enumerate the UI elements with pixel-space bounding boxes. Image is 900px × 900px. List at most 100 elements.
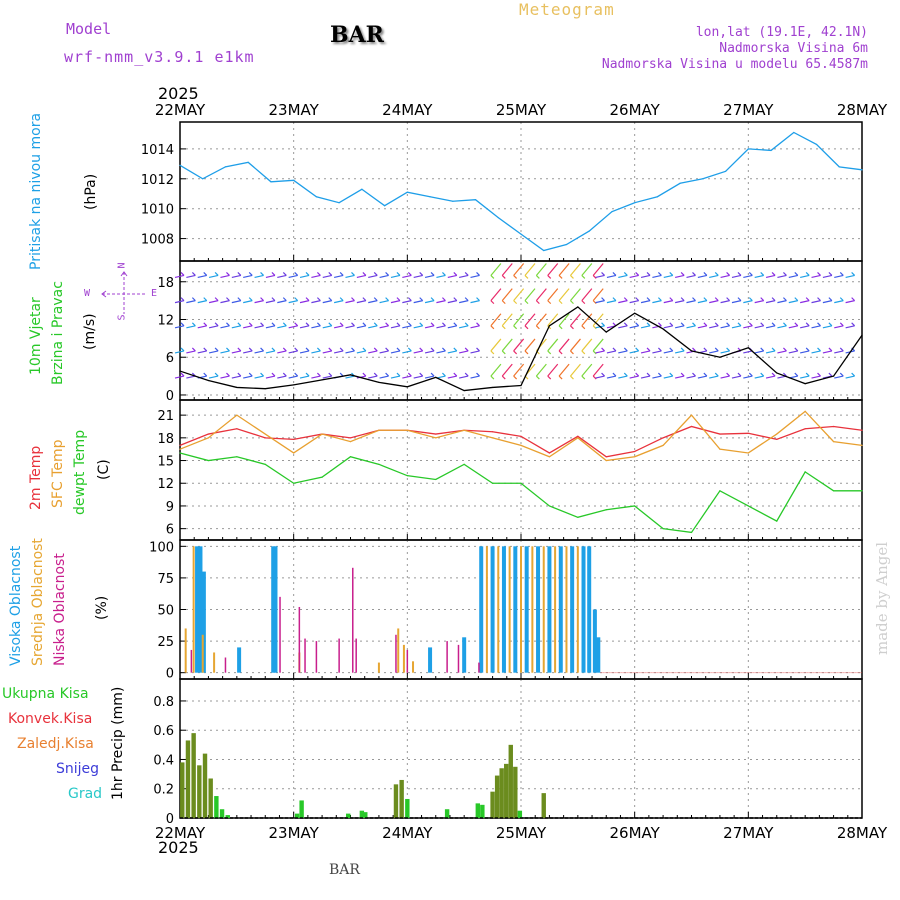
wind-arrow-head bbox=[180, 322, 185, 327]
wind-arrow-head bbox=[535, 325, 540, 330]
wind-arrow bbox=[265, 325, 276, 329]
pressure-line-point bbox=[247, 161, 249, 163]
wind-arrow bbox=[595, 274, 605, 279]
wind-speed-line-point bbox=[179, 370, 181, 372]
wind-arrow bbox=[243, 274, 253, 279]
wind-arrow bbox=[618, 274, 628, 279]
wind-arrow bbox=[322, 274, 332, 279]
wind-arrow-head bbox=[680, 297, 685, 302]
wind-arrow-head bbox=[570, 275, 574, 279]
temp-dewpt-line-point bbox=[577, 516, 579, 518]
wind-arrow-head bbox=[385, 322, 390, 327]
wind-arrow-head bbox=[839, 372, 844, 377]
panel-frame bbox=[179, 121, 863, 262]
wind-arrow-head bbox=[680, 347, 685, 352]
ytick-label: 25 bbox=[157, 635, 174, 650]
ytick-label: 50 bbox=[157, 604, 174, 619]
cloud-bar-1 bbox=[576, 546, 579, 673]
wind-arrow-head bbox=[464, 322, 469, 327]
wind-arrow-head bbox=[453, 372, 458, 377]
wind-arrow-head bbox=[601, 347, 605, 352]
ytick-label: 21 bbox=[157, 409, 174, 424]
precip-bar bbox=[359, 810, 365, 818]
wind-speed-line-point bbox=[747, 347, 749, 349]
wind-arrow-head bbox=[362, 297, 367, 302]
cloud-bar-2 bbox=[279, 596, 281, 673]
cloud-bar-1 bbox=[497, 546, 500, 673]
temp-sfc-line-point bbox=[776, 433, 778, 435]
wind-arrow-head bbox=[794, 347, 799, 352]
wind-arrow bbox=[220, 350, 230, 354]
wind-speed-line-point bbox=[520, 384, 522, 387]
wind-arrow bbox=[570, 288, 581, 302]
wind-arrow-head bbox=[581, 275, 586, 279]
cloud-bar-2 bbox=[338, 638, 340, 673]
wind-arrow-head bbox=[294, 322, 299, 327]
cloud-bar-0 bbox=[198, 546, 203, 673]
wind-arrow-head bbox=[771, 347, 776, 352]
wind-arrow bbox=[754, 350, 764, 354]
temp-dewpt-line-point bbox=[207, 459, 210, 462]
pressure-line-point bbox=[861, 169, 863, 171]
wind-arrow bbox=[424, 325, 435, 329]
cloud-bar-2 bbox=[395, 634, 397, 673]
wind-arrow bbox=[547, 313, 559, 327]
wind-arrow-head bbox=[305, 297, 310, 302]
temp-sfc-line-point bbox=[634, 456, 636, 458]
wind-arrow-head bbox=[396, 322, 401, 327]
cloud-bar-1 bbox=[485, 546, 488, 673]
wind-arrow-head bbox=[601, 272, 605, 276]
wind-arrow bbox=[424, 350, 435, 354]
date-label-bottom: 28MAY bbox=[837, 824, 888, 842]
wind-arrow-head bbox=[524, 325, 529, 330]
wind-arrow bbox=[743, 300, 753, 304]
wind-arrow bbox=[675, 375, 685, 379]
date-label-top: 22MAY bbox=[155, 101, 206, 119]
footer-station: BAR bbox=[329, 862, 360, 878]
temp-sfc-line-point bbox=[804, 410, 806, 412]
wind-arrow bbox=[558, 313, 570, 327]
wind-arrow-head bbox=[237, 322, 242, 327]
wind-arrow bbox=[845, 375, 855, 379]
wind-arrow bbox=[629, 325, 639, 329]
wind-arrow-head bbox=[464, 272, 469, 276]
cloud-bar-0 bbox=[524, 546, 529, 673]
wind-arrow-head bbox=[817, 322, 821, 327]
wind-arrow bbox=[743, 325, 753, 329]
wind-arrow bbox=[490, 338, 502, 352]
wind-arrow-head bbox=[396, 272, 401, 276]
temp-dewpt-line-point bbox=[861, 490, 863, 492]
wind-arrow-head bbox=[805, 347, 810, 352]
wind-arrow bbox=[299, 375, 310, 379]
pressure-line-point bbox=[315, 196, 317, 198]
wind-speed-line-point bbox=[605, 331, 607, 333]
wind-arrow bbox=[592, 338, 604, 352]
date-label-bottom: 27MAY bbox=[723, 824, 774, 842]
precip-bar bbox=[180, 762, 185, 818]
ytick-label: 0.4 bbox=[153, 753, 174, 768]
wind-arrow-head bbox=[635, 272, 640, 276]
wind-arrow-head bbox=[430, 297, 435, 302]
wind-arrow bbox=[413, 300, 423, 304]
wind-arrow-head bbox=[783, 347, 787, 352]
wind-arrow bbox=[447, 350, 457, 354]
wind-arrow-head bbox=[260, 272, 264, 276]
wind-arrow-head bbox=[771, 272, 776, 276]
temp-dewpt-line-point bbox=[491, 482, 494, 484]
wind-arrow bbox=[558, 263, 570, 276]
precip-bar bbox=[499, 768, 504, 818]
wind-arrow bbox=[845, 274, 855, 279]
wind-arrow bbox=[436, 300, 446, 304]
wind-arrow bbox=[845, 325, 855, 329]
wind-arrow-head bbox=[260, 372, 264, 377]
wind-arrow bbox=[697, 325, 707, 329]
wind-arrow bbox=[535, 263, 547, 276]
wind-arrow bbox=[709, 325, 719, 329]
elevation-text: Nadmorska Visina 6m bbox=[719, 41, 868, 56]
wind-arrow bbox=[459, 325, 469, 329]
wind-arrow-head bbox=[407, 272, 412, 276]
temp-sfc-line-point bbox=[378, 429, 380, 431]
precip-bar bbox=[504, 763, 509, 818]
wind-arrow bbox=[322, 375, 332, 379]
wind-arrow bbox=[197, 274, 207, 279]
